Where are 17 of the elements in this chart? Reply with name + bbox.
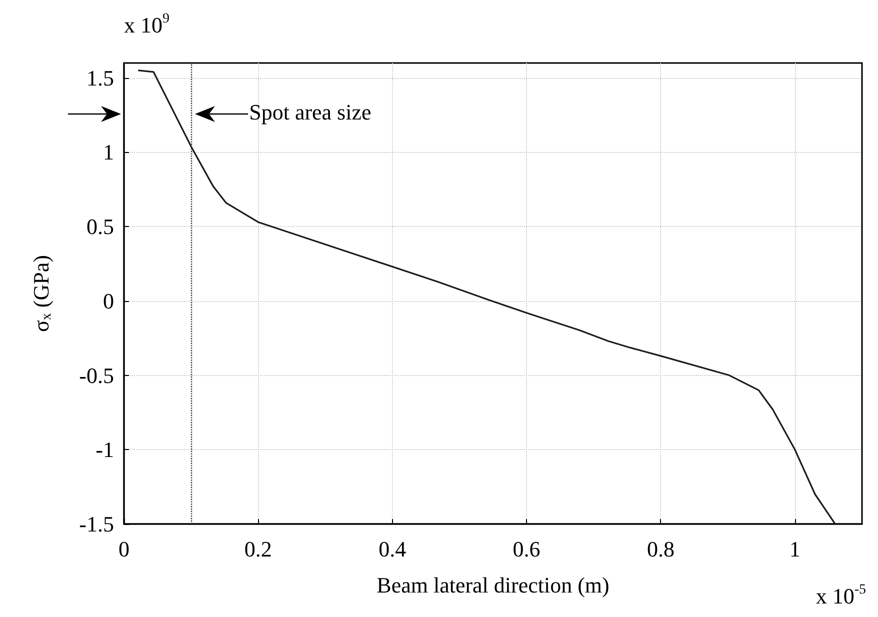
line-series — [138, 70, 836, 525]
y-axis-title: σx (GPa) — [28, 255, 54, 332]
y-tick-label: 0 — [103, 288, 114, 314]
y-tick-label: -1 — [96, 437, 114, 462]
y-tick-label: 1 — [103, 140, 114, 165]
x-tick-label: 0.6 — [512, 536, 540, 562]
x-tick-label: 0.4 — [378, 536, 406, 562]
x-tick-label: 0.8 — [646, 536, 674, 562]
x-axis-title: Beam lateral direction (m) — [376, 572, 610, 598]
x-tick-label: 0.2 — [244, 536, 272, 562]
y-tick-label: -0.5 — [79, 362, 114, 388]
y-tick-label: -1.5 — [79, 512, 114, 536]
x-tick-label: 1 — [789, 536, 800, 562]
x-tick-label: 0 — [118, 536, 130, 562]
ref-line-label: Spot area size — [249, 100, 372, 124]
y-tick-label: 0.5 — [86, 214, 114, 240]
y-tick-label: 1.5 — [86, 65, 114, 90]
